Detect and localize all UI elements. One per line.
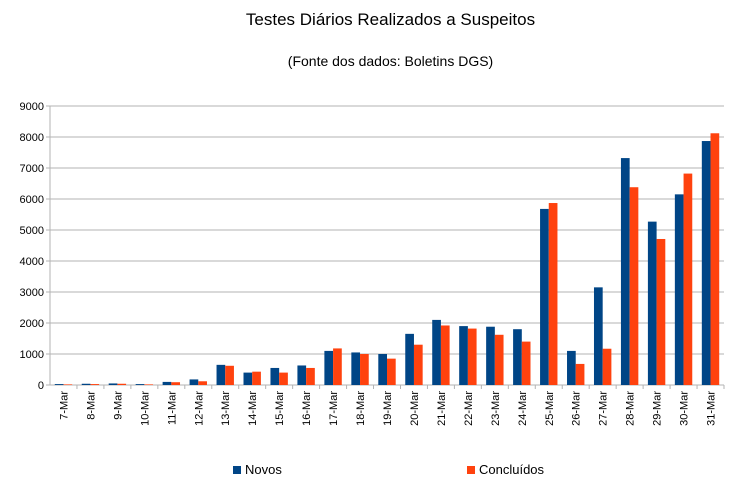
x-tick-label: 20-Mar (409, 391, 421, 426)
y-tick-label: 1000 (20, 349, 44, 361)
y-tick-label: 2000 (20, 318, 44, 330)
y-tick-label: 9000 (20, 101, 44, 113)
bar-concluidos (225, 365, 234, 385)
bar-concluidos (548, 203, 558, 385)
bar-concluidos (575, 363, 585, 385)
bar-concluidos (252, 371, 261, 385)
x-tick-label: 16-Mar (301, 391, 313, 426)
bar-concluidos (629, 187, 639, 385)
bar-novos (270, 367, 280, 385)
bar-novos (378, 354, 387, 385)
bar-concluidos (144, 384, 154, 385)
x-tick-label: 23-Mar (490, 391, 502, 426)
y-tick-label: 8000 (20, 132, 44, 144)
bar-novos (432, 319, 441, 385)
bar-concluidos (656, 238, 666, 385)
bar-concluidos (117, 383, 127, 385)
x-tick-label: 31-Mar (706, 391, 718, 426)
bar-novos (647, 221, 657, 385)
x-tick-label: 28-Mar (625, 391, 637, 426)
x-tick-label: 22-Mar (463, 391, 475, 426)
bar-novos (324, 350, 334, 385)
bar-concluidos (171, 382, 181, 385)
bar-novos (540, 208, 549, 385)
legend-swatch-novos (233, 465, 241, 474)
x-tick-label: 27-Mar (598, 391, 610, 426)
bar-concluidos (63, 384, 73, 385)
bar-concluidos (494, 334, 504, 385)
y-tick-label: 0 (38, 380, 44, 392)
x-tick-label: 13-Mar (220, 391, 232, 426)
x-tick-label: 17-Mar (328, 391, 340, 426)
bar-novos (701, 141, 711, 385)
bar-concluidos (683, 173, 693, 385)
x-tick-label: 18-Mar (355, 391, 367, 426)
bar-concluidos (90, 384, 100, 385)
legend-item-novos: Novos (233, 462, 282, 477)
bar-novos (297, 365, 307, 385)
x-tick-label: 10-Mar (139, 391, 151, 426)
bar-novos (54, 384, 64, 385)
y-tick-label: 3000 (20, 287, 44, 299)
bar-novos (162, 381, 172, 385)
x-tick-label: 15-Mar (274, 391, 286, 426)
bar-novos (593, 287, 603, 385)
bar-novos (108, 383, 118, 385)
chart-title: Testes Diários Realizados a Suspeitos (245, 10, 536, 29)
bar-concluidos (198, 381, 207, 385)
bar-concluidos (710, 133, 720, 385)
bar-novos (567, 350, 576, 385)
bar-concluidos (279, 372, 288, 385)
legend-label-concluidos: Concluídos (479, 462, 545, 477)
x-tick-label: 24-Mar (517, 391, 529, 426)
y-tick-label: 7000 (20, 163, 44, 175)
bar-concluidos (440, 325, 450, 385)
x-tick-label: 7-Mar (58, 391, 70, 420)
bar-novos (620, 158, 630, 385)
bar-novos (216, 364, 226, 385)
bar-concluidos (360, 354, 369, 385)
bar-concluidos (467, 328, 477, 385)
bar-novos (513, 329, 522, 385)
bar-novos (459, 326, 468, 385)
bar-novos (135, 384, 145, 385)
bar-novos (81, 383, 91, 385)
bar-novos (405, 333, 414, 385)
x-tick-label: 11-Mar (166, 391, 178, 425)
bar-novos (189, 379, 199, 385)
legend-swatch-concluidos (467, 465, 475, 474)
bar-concluidos (602, 348, 612, 385)
x-tick-label: 9-Mar (112, 391, 124, 420)
legend-item-concluidos: Concluídos (467, 462, 544, 477)
x-tick-label: 14-Mar (247, 391, 259, 426)
x-tick-label: 21-Mar (436, 391, 448, 426)
legend-label-novos: Novos (245, 462, 282, 477)
bar-concluidos (387, 358, 396, 385)
chart-subtitle: (Fonte dos dados: Boletins DGS) (287, 53, 494, 69)
bar-concluidos (521, 341, 531, 385)
bar-concluidos (413, 344, 423, 385)
bar-concluidos (306, 367, 315, 385)
y-tick-label: 5000 (20, 225, 44, 237)
bar-concluidos (333, 348, 342, 385)
x-tick-label: 30-Mar (679, 391, 691, 426)
y-tick-label: 6000 (20, 194, 44, 206)
bar-novos (351, 352, 361, 385)
x-tick-label: 19-Mar (382, 391, 394, 426)
x-tick-label: 8-Mar (85, 391, 97, 420)
x-tick-label: 12-Mar (193, 391, 205, 426)
bar-novos (486, 326, 495, 385)
bar-novos (243, 372, 253, 385)
y-tick-label: 4000 (20, 256, 44, 268)
x-tick-label: 26-Mar (571, 391, 583, 426)
bar-novos (674, 194, 684, 385)
x-tick-label: 25-Mar (544, 391, 556, 426)
x-tick-label: 29-Mar (652, 391, 664, 426)
